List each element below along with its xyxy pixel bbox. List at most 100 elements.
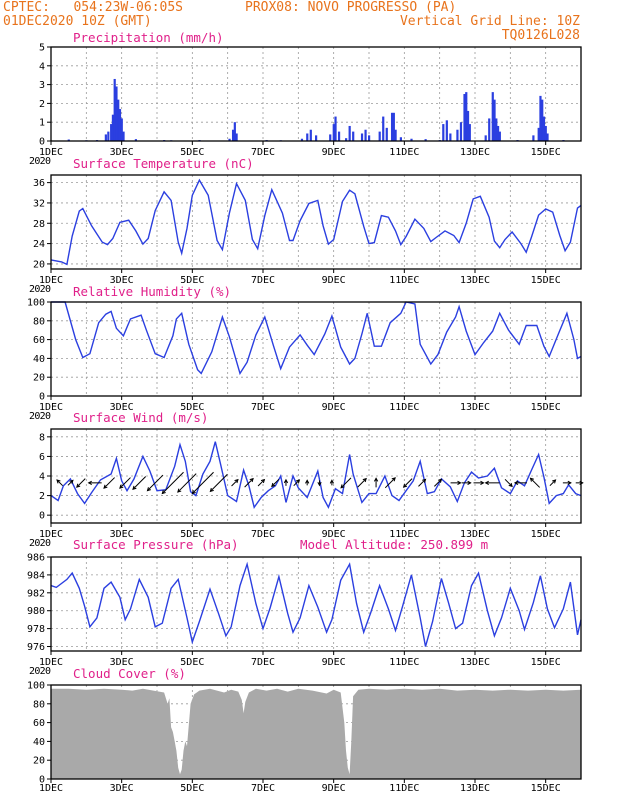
wind-vector-head bbox=[87, 480, 92, 485]
header-station-code: CPTEC: 054:23W-06:05S bbox=[3, 0, 184, 15]
wind-vector bbox=[271, 478, 280, 488]
wind-vector-head bbox=[209, 487, 214, 493]
y-tick-label: 2 bbox=[39, 491, 45, 502]
y-tick-label: 980 bbox=[27, 606, 45, 617]
precip-bar bbox=[495, 118, 498, 141]
wind-vector-shaft bbox=[403, 478, 413, 488]
wind-vector-head bbox=[305, 479, 310, 484]
wind-vector-head bbox=[467, 480, 472, 485]
precip-bar bbox=[537, 127, 540, 141]
wind-vector-head bbox=[552, 479, 557, 484]
wind-vector-shaft bbox=[357, 478, 367, 488]
wind-vector-head bbox=[529, 477, 534, 482]
y-tick-label: 60 bbox=[33, 718, 45, 729]
precip-bar bbox=[329, 134, 332, 141]
x-tick-label: 3DEC bbox=[110, 147, 134, 158]
wind-line bbox=[50, 441, 582, 509]
wind-vector-head bbox=[132, 485, 137, 490]
y-tick-label: 6 bbox=[39, 452, 45, 463]
precip-bar bbox=[110, 124, 113, 141]
wind-vector-head bbox=[271, 482, 276, 488]
precip-bar bbox=[449, 133, 452, 141]
precip-bar bbox=[315, 135, 318, 141]
y-tick-label: 40 bbox=[33, 354, 45, 365]
precip-bar bbox=[134, 139, 137, 141]
y-tick-label: 5 bbox=[39, 43, 45, 54]
panel-frame bbox=[50, 46, 582, 142]
y-tick-label: 28 bbox=[33, 219, 45, 230]
precip-bar bbox=[332, 124, 335, 141]
y-tick-label: 986 bbox=[27, 553, 45, 564]
x-tick-label: 1DEC bbox=[39, 402, 63, 413]
y-tick-label: 4 bbox=[39, 472, 45, 483]
year-label: 2020 bbox=[29, 666, 51, 677]
panel-precip: 0 1 2 3 4 5 1DEC 3DEC 5DEC 7DEC 9DEC 11DEC 13DEC 15DE… bbox=[29, 30, 582, 167]
wind-vector bbox=[473, 480, 485, 485]
wind-vector bbox=[103, 477, 115, 489]
x-tick-label: 11DEC bbox=[389, 402, 419, 413]
precip-bar bbox=[466, 110, 470, 141]
wind-vector-head bbox=[69, 479, 74, 484]
wind-vector bbox=[402, 478, 413, 488]
x-tick-label: 15DEC bbox=[531, 657, 561, 668]
x-tick-label: 7DEC bbox=[251, 402, 275, 413]
x-tick-label: 3DEC bbox=[110, 529, 134, 540]
year-label: 2020 bbox=[29, 284, 51, 295]
precip-bar bbox=[410, 138, 413, 141]
wind-vector bbox=[209, 474, 228, 493]
precip-bar bbox=[360, 133, 364, 141]
precip-bar bbox=[337, 131, 341, 141]
wind-vector-head bbox=[234, 478, 239, 484]
wind-vector-head bbox=[422, 478, 427, 483]
wind-vector bbox=[373, 477, 379, 488]
wind-vector-head bbox=[513, 480, 519, 485]
precip-bar bbox=[392, 112, 395, 141]
panel-title: Surface Pressure (hPa) bbox=[73, 537, 239, 552]
wind-vector-head bbox=[283, 478, 289, 484]
y-tick-label: 32 bbox=[33, 198, 45, 209]
wind-vector-head bbox=[260, 478, 266, 484]
y-tick-label: 1 bbox=[39, 118, 45, 129]
wind-vector-shaft bbox=[530, 477, 541, 488]
panel-rh: 0 20 40 60 80 100 1DEC 3DEC 5DEC 7DEC 9DEC 11DEC 13D… bbox=[27, 284, 582, 422]
precip-bar bbox=[484, 135, 487, 141]
x-tick-label: 1DEC bbox=[39, 275, 63, 286]
precip-bar bbox=[306, 133, 309, 141]
wind-vector bbox=[575, 480, 584, 485]
y-tick-label: 20 bbox=[33, 259, 45, 270]
precip-bar bbox=[117, 99, 120, 141]
wind-vector-head bbox=[249, 477, 254, 483]
wind-vector-head bbox=[457, 480, 462, 485]
precip-bar bbox=[468, 124, 471, 141]
x-tick-label: 11DEC bbox=[389, 657, 419, 668]
x-tick-label: 15DEC bbox=[531, 275, 561, 286]
wind-vector-shaft bbox=[549, 479, 556, 487]
wind-vector bbox=[283, 478, 289, 486]
y-tick-label: 24 bbox=[33, 239, 45, 250]
precip-bar bbox=[546, 133, 549, 141]
panel-title: Precipitation (mm/h) bbox=[73, 30, 224, 45]
x-tick-label: 13DEC bbox=[460, 147, 490, 158]
wind-vector bbox=[76, 478, 86, 488]
x-tick-label: 15DEC bbox=[531, 783, 561, 794]
y-tick-label: 80 bbox=[33, 316, 45, 327]
wind-vector bbox=[484, 480, 500, 485]
wind-vector bbox=[67, 479, 74, 486]
wind-vector-shaft bbox=[384, 477, 396, 489]
precip-bar bbox=[368, 135, 371, 141]
precip-bar bbox=[113, 78, 116, 141]
wind-vector-head bbox=[56, 479, 61, 484]
y-tick-label: 20 bbox=[33, 756, 45, 767]
x-tick-label: 7DEC bbox=[251, 147, 275, 158]
wind-vector-head bbox=[484, 480, 489, 485]
wind-vector-shaft bbox=[56, 479, 64, 487]
wind-vector-head bbox=[295, 479, 301, 484]
wind-vector bbox=[132, 476, 147, 490]
x-tick-label: 13DEC bbox=[460, 529, 490, 540]
wind-vector bbox=[549, 479, 557, 487]
x-tick-label: 7DEC bbox=[251, 783, 275, 794]
wind-vector bbox=[529, 477, 541, 488]
x-tick-label: 15DEC bbox=[531, 147, 561, 158]
y-tick-label: 3 bbox=[39, 80, 45, 91]
wind-vector bbox=[305, 479, 310, 486]
